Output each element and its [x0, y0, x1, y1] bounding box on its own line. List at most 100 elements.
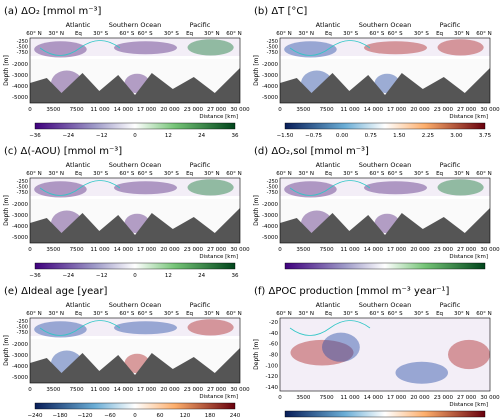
distance-tick-label: 0: [28, 107, 32, 113]
depth-tick-label: -4000: [262, 224, 278, 230]
zero-contour: [39, 320, 121, 336]
lat-tick-label: 60° N: [226, 31, 242, 37]
colorbar-tick-label: 60: [157, 413, 164, 419]
lat-tick-label: Eq: [186, 171, 193, 177]
distance-tick-label: 23 000: [184, 107, 204, 113]
distance-tick-label: 23 000: [434, 247, 454, 253]
lat-tick-label: 60° N: [226, 311, 242, 317]
depth-tick-label: -80: [269, 353, 278, 359]
region-label: Atlantic: [66, 301, 91, 309]
panel-f: (f) ΔPOC production [mmol m⁻³ year⁻¹] Atl…: [253, 286, 500, 418]
depth-tick-label: -2000: [262, 62, 278, 68]
distance-tick-label: 14 000: [364, 107, 384, 113]
lat-tick-label: 60° S: [138, 311, 153, 317]
depth-tick-label: -3000: [12, 73, 28, 79]
field-anomaly: [290, 339, 354, 366]
colorbar-tick-label: 2.25: [422, 133, 435, 139]
lat-tick-label: 30° N: [454, 171, 470, 177]
depth-tick-label: -3000: [262, 73, 278, 79]
region-label: Pacific: [190, 301, 211, 309]
lat-tick-label: 30° N: [48, 171, 64, 177]
x-axis-label: Distance [km]: [449, 402, 488, 408]
depth-tick-label: -3000: [12, 353, 28, 359]
colorbar-tick-label: −60: [104, 413, 116, 419]
colorbar-tick-label: 0: [133, 273, 137, 279]
distance-tick-label: 7500: [320, 395, 334, 401]
x-axis-label: Distance [km]: [449, 254, 488, 260]
field-anomaly: [114, 321, 177, 335]
distance-tick-label: 23 000: [184, 387, 204, 393]
colorbar-tick-label: 12: [165, 273, 172, 279]
lat-tick-label: 30° N: [48, 311, 64, 317]
colorbar-tick-label: −180: [52, 413, 68, 419]
lat-tick-label: 30° S: [343, 31, 358, 37]
lat-tick-label: Eq: [186, 31, 193, 37]
depth-tick-label: -3000: [262, 213, 278, 219]
plot-frame: [279, 37, 491, 104]
y-axis-label: Depth [m]: [3, 335, 10, 366]
field-anomaly: [448, 339, 490, 370]
depth-tick-label: -4000: [12, 224, 28, 230]
lat-tick-label: 30° S: [93, 31, 108, 37]
lat-tick-label: 30° N: [48, 31, 64, 37]
depth-tick-label: -120: [266, 374, 279, 380]
distance-tick-label: 7500: [320, 107, 334, 113]
colorbar-tick-label: −36: [29, 133, 41, 139]
lat-tick-label: 30° N: [298, 31, 314, 37]
lat-tick-label: Eq: [436, 31, 443, 37]
distance-tick-label: 17 000: [137, 387, 157, 393]
depth-tick-label: -60: [269, 342, 278, 348]
depth-tick-label: -2000: [12, 62, 28, 68]
bathymetry: [280, 208, 490, 243]
lat-tick-label: 30° S: [93, 311, 108, 317]
field-anomaly: [34, 181, 87, 198]
colorbar-tick-label: −24: [63, 273, 75, 279]
lat-tick-label: 30° N: [298, 171, 314, 177]
zero-contour: [289, 40, 371, 56]
distance-tick-label: 20 000: [160, 247, 180, 253]
distance-tick-label: 20 000: [410, 107, 430, 113]
region-label: Pacific: [190, 21, 211, 29]
lat-tick-label: 60° S: [369, 31, 384, 37]
distance-tick-label: 11 000: [90, 107, 110, 113]
region-label: Southern Ocean: [359, 301, 411, 309]
distance-tick-label: 27 000: [457, 247, 477, 253]
lat-tick-label: 30° S: [343, 171, 358, 177]
distance-tick-label: 11 000: [340, 247, 360, 253]
panel-title: (d) ΔO₂,sol [mmol m⁻³]: [254, 146, 369, 157]
depth-tick-label: -500: [267, 45, 278, 51]
region-label: Atlantic: [66, 161, 91, 169]
upper-section: [280, 318, 490, 391]
field-anomaly: [364, 41, 427, 55]
lat-tick-label: 30° S: [343, 311, 358, 317]
panel-title: (c) Δ(-AOU) [mmol m⁻³]: [4, 146, 122, 157]
depth-tick-label: -2000: [12, 202, 28, 208]
distance-tick-label: 11 000: [340, 395, 360, 401]
lat-tick-label: 60° S: [119, 31, 134, 37]
distance-tick-label: 14 000: [114, 107, 134, 113]
depth-tick-label: -750: [267, 190, 278, 196]
field-anomaly: [34, 41, 87, 58]
depth-tick-label: -2000: [262, 202, 278, 208]
field-anomaly: [114, 181, 177, 195]
distance-tick-label: 20 000: [410, 247, 430, 253]
colorbar: [34, 262, 236, 270]
distance-tick-label: 27 000: [457, 107, 477, 113]
lat-tick-label: 30° S: [414, 31, 429, 37]
depth-tick-label: -40: [269, 331, 278, 337]
distance-tick-label: 0: [28, 247, 32, 253]
distance-tick-label: 17 000: [137, 247, 157, 253]
depth-tick-label: -4000: [262, 84, 278, 90]
lat-tick-label: 60° S: [388, 311, 403, 317]
depth-tick-label: -750: [267, 50, 278, 56]
distance-tick-label: 17 000: [387, 247, 407, 253]
lat-tick-label: 60° S: [369, 311, 384, 317]
lat-tick-label: 30° N: [204, 311, 220, 317]
distance-tick-label: 11 000: [340, 107, 360, 113]
depth-tick-label: -4000: [12, 84, 28, 90]
lat-tick-label: Eq: [325, 31, 332, 37]
distance-tick-label: 7500: [70, 247, 84, 253]
distance-tick-label: 20 000: [160, 107, 180, 113]
colorbar: [34, 402, 236, 410]
